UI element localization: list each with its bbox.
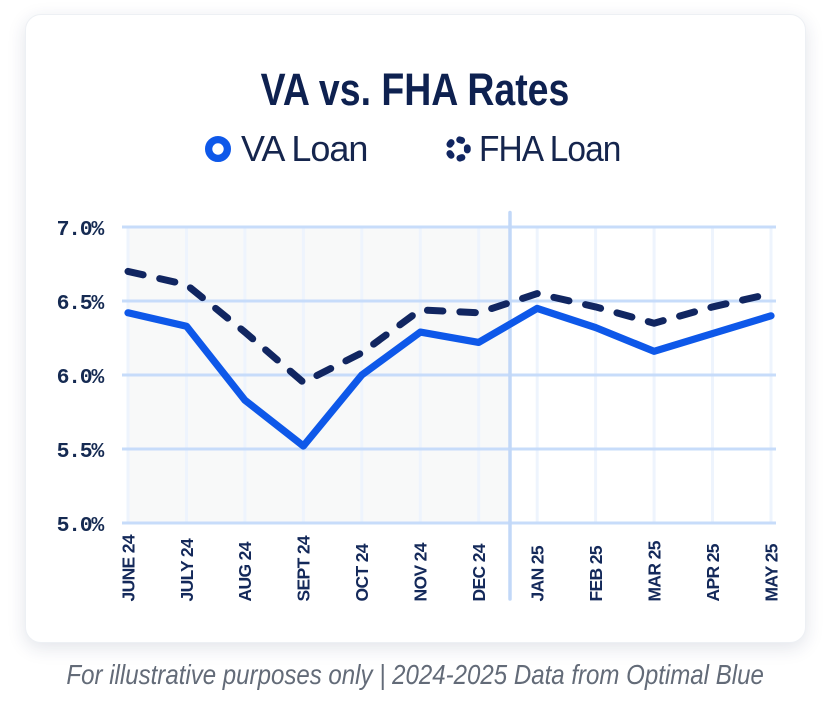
svg-text:MAR 25: MAR 25 [644,540,664,601]
svg-text:5.0%: 5.0% [57,514,105,538]
svg-text:APR 25: APR 25 [703,543,723,601]
svg-text:SEPT 24: SEPT 24 [294,535,314,601]
svg-text:6.5%: 6.5% [57,292,105,316]
svg-text:6.0%: 6.0% [57,366,105,390]
svg-text:5.5%: 5.5% [57,440,105,464]
svg-text:NOV 24: NOV 24 [411,542,431,601]
svg-text:JULY 24: JULY 24 [177,538,197,602]
svg-text:AUG 24: AUG 24 [235,541,255,601]
svg-text:MAY 25: MAY 25 [761,543,781,601]
svg-text:OCT 24: OCT 24 [352,543,372,601]
svg-text:DEC 24: DEC 24 [469,543,489,601]
svg-text:JUNE 24: JUNE 24 [118,534,138,601]
svg-text:JAN 25: JAN 25 [528,545,548,601]
svg-text:7.0%: 7.0% [57,218,105,242]
svg-text:FEB 25: FEB 25 [586,545,606,601]
